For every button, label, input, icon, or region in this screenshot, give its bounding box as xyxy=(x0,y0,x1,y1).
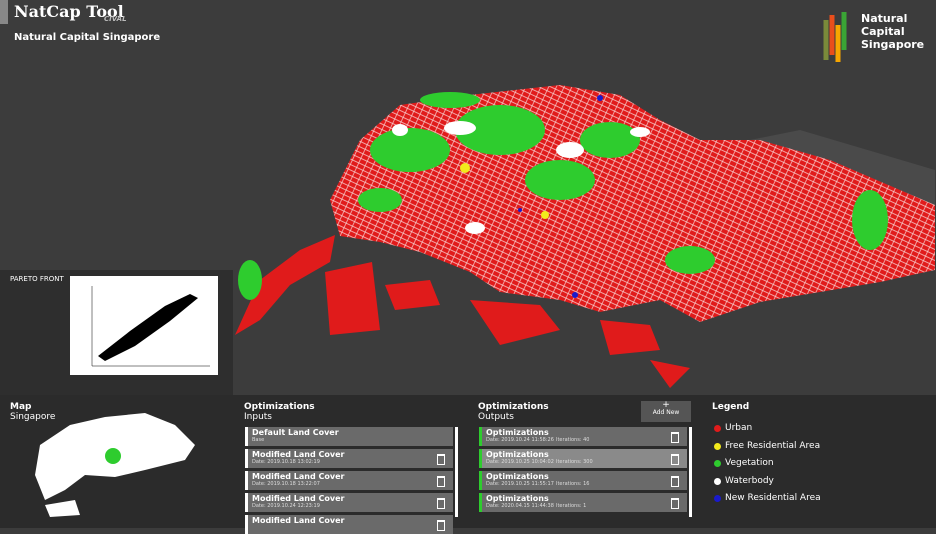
input-item[interactable]: Modified Land Cover xyxy=(245,515,453,534)
delete-icon[interactable] xyxy=(671,454,679,465)
item-date: Date: 2019.10.24 11:58:26 xyxy=(486,437,554,443)
pareto-plot xyxy=(70,276,218,375)
input-item[interactable]: Default Land Cover Base xyxy=(245,427,453,446)
add-icon: + xyxy=(662,400,670,410)
item-name: Optimizations xyxy=(486,450,549,459)
item-date: Date: 2019.10.25 10:04:02 xyxy=(486,459,554,465)
item-meta: Date: 2019.10.25 10:04:02 Iterations: 300 xyxy=(486,459,683,465)
item-name: Optimizations xyxy=(486,472,549,481)
logo-line: Natural xyxy=(861,12,908,25)
input-item[interactable]: Modified Land Cover Date: 2019.10.24 12:2… xyxy=(245,493,453,512)
inputs-title: Optimizations xyxy=(244,402,315,412)
item-name: Modified Land Cover xyxy=(252,472,345,481)
scrollbar xyxy=(455,427,458,517)
logo: Natural Capital Singapore xyxy=(861,12,924,51)
legend-swatch xyxy=(714,495,721,502)
legend-swatch xyxy=(714,425,721,432)
legend-title: Legend xyxy=(712,402,750,412)
pareto-title: PARETO FRONT xyxy=(10,275,64,283)
delete-icon[interactable] xyxy=(671,476,679,487)
app-title: NatCap Tool xyxy=(14,2,124,21)
logo-line: Singapore xyxy=(861,38,925,51)
delete-icon[interactable] xyxy=(437,498,445,509)
legend-label: New Residential Area xyxy=(725,493,821,503)
item-name: Optimizations xyxy=(486,494,549,503)
item-date: Base xyxy=(252,437,265,443)
output-item[interactable]: Optimizations Date: 2019.10.25 10:04:02 It… xyxy=(479,449,687,468)
item-date: Date: 2020.04.15 11:44:38 xyxy=(486,503,554,509)
legend-swatch xyxy=(714,442,721,450)
item-date: Date: 2019.10.25 11:55:17 xyxy=(486,481,554,487)
pareto-panel: PARETO FRONT xyxy=(0,270,233,395)
title-bar xyxy=(0,0,8,24)
item-iterations: Iterations: 40 xyxy=(556,437,590,443)
item-iterations: Iterations: 1 xyxy=(556,503,587,509)
delete-icon[interactable] xyxy=(437,520,445,531)
credit: CIVAL xyxy=(104,15,127,23)
delete-icon[interactable] xyxy=(437,476,445,487)
minimap-subtitle: Singapore xyxy=(10,412,56,422)
item-meta: Date: 2019.10.25 11:55:17 Iterations: 16 xyxy=(486,481,683,487)
item-meta: Date: 2019.10.24 11:58:26 Iterations: 40 xyxy=(486,437,683,443)
outputs-title: Optimizations xyxy=(478,402,549,412)
item-name: Default Land Cover xyxy=(252,428,339,437)
item-name: Modified Land Cover xyxy=(252,450,345,459)
item-name: Optimizations xyxy=(486,428,549,437)
minimap xyxy=(35,413,195,517)
item-name: Modified Land Cover xyxy=(252,494,345,503)
input-item[interactable]: Modified Land Cover Date: 2019.10.18 13:2… xyxy=(245,471,453,490)
legend-label: Urban xyxy=(725,423,753,433)
input-item[interactable]: Modified Land Cover Date: 2019.10.18 13:0… xyxy=(245,449,453,468)
add-new-button[interactable]: + Add New xyxy=(641,401,691,422)
logo-line: Capital xyxy=(861,25,905,38)
item-iterations: Iterations: 300 xyxy=(556,459,593,465)
output-item[interactable]: Optimizations Date: 2019.10.24 11:58:26 It… xyxy=(479,427,687,446)
add-label: Add New xyxy=(652,409,680,416)
legend-swatch xyxy=(714,477,721,485)
item-date: Date: 2019.10.18 13:02:19 xyxy=(252,459,320,465)
legend-label: Free Residential Area xyxy=(725,440,821,451)
delete-icon[interactable] xyxy=(671,498,679,509)
delete-icon[interactable] xyxy=(671,432,679,443)
item-date: Date: 2019.10.24 12:23:19 xyxy=(252,503,320,509)
item-iterations: Iterations: 16 xyxy=(556,481,590,487)
delete-icon[interactable] xyxy=(437,454,445,465)
outputs-subtitle: Outputs xyxy=(478,412,514,422)
legend-label: Vegetation xyxy=(725,458,774,468)
item-date: Date: 2019.10.18 13:22:07 xyxy=(252,481,320,487)
output-item[interactable]: Optimizations Date: 2019.10.25 11:55:17 It… xyxy=(479,471,687,490)
item-name: Modified Land Cover xyxy=(252,516,345,525)
scrollbar xyxy=(689,427,692,517)
minimap-title: Map xyxy=(10,402,32,412)
legend-swatch xyxy=(714,460,721,467)
inputs-subtitle: Inputs xyxy=(244,412,272,422)
legend-label: Waterbody xyxy=(725,475,774,486)
item-meta: Date: 2020.04.15 11:44:38 Iterations: 1 xyxy=(486,503,683,509)
output-item[interactable]: Optimizations Date: 2020.04.15 11:44:38 It… xyxy=(479,493,687,512)
subtitle: Natural Capital Singapore xyxy=(14,32,161,43)
